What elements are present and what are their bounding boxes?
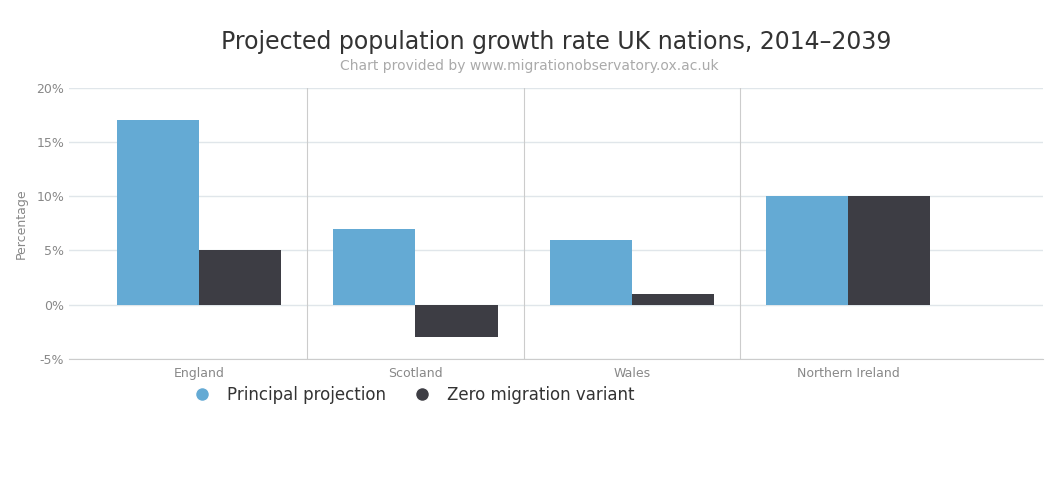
Bar	[632, 294, 714, 305]
Bar	[333, 229, 416, 305]
Bar	[849, 196, 930, 305]
Y-axis label: Percentage: Percentage	[15, 188, 28, 259]
Text: Chart provided by www.migrationobservatory.ox.ac.uk: Chart provided by www.migrationobservato…	[340, 59, 718, 73]
Title: Projected population growth rate UK nations, 2014–2039: Projected population growth rate UK nati…	[221, 30, 891, 54]
Bar	[766, 196, 849, 305]
Bar	[116, 120, 199, 305]
Legend: Principal projection, Zero migration variant: Principal projection, Zero migration var…	[179, 379, 641, 410]
Bar	[199, 250, 281, 305]
Bar	[549, 240, 632, 305]
Bar	[416, 305, 497, 337]
